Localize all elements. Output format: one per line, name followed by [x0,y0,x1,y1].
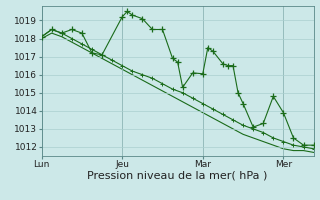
X-axis label: Pression niveau de la mer( hPa ): Pression niveau de la mer( hPa ) [87,171,268,181]
